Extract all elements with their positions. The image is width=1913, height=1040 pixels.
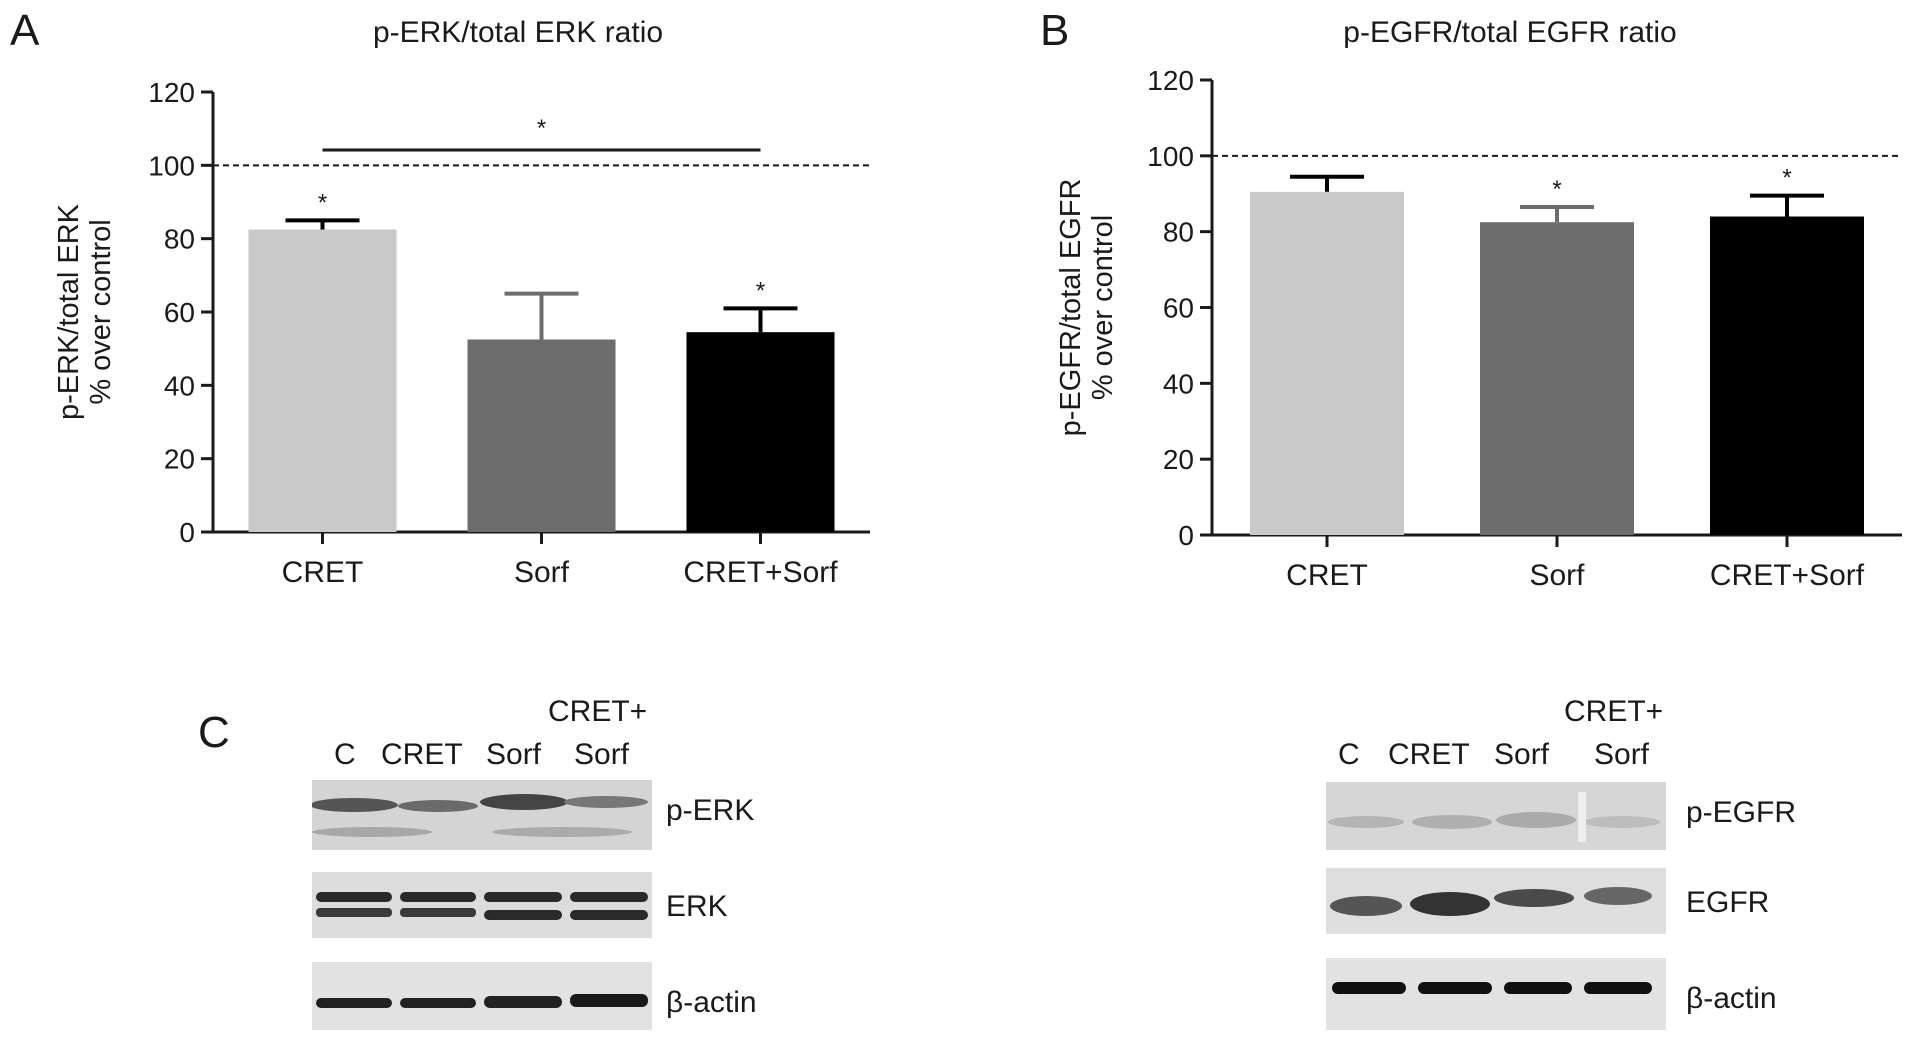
egfr-row-label-egfr: EGFR	[1686, 886, 1770, 919]
erk-blot-p-erk	[312, 780, 652, 850]
chart2-bar-2	[1480, 222, 1634, 535]
chart-p-egfr-ratio: p-EGFR/total EGFR ratio p-EGFR/total EGFR…	[1055, 16, 1902, 592]
egfr-lane-label-sorf-2: Sorf	[1594, 738, 1650, 771]
chart2-ytick-label: 20	[1163, 444, 1194, 475]
chart1-xtick-label: Sorf	[514, 556, 570, 589]
chart1-ytick-label: 20	[164, 444, 195, 475]
chart1-ylabel-line1: p-ERK/total ERK	[53, 203, 85, 420]
chart1-significance-3: *	[756, 277, 765, 304]
panel-label-c: C	[198, 708, 230, 757]
erk-row-label-p-erk: p-ERK	[666, 794, 755, 827]
chart2-ytick-label: 0	[1178, 520, 1194, 551]
chart2-significance-2: *	[1552, 176, 1561, 203]
erk-lane-label-cret: CRET	[381, 738, 463, 771]
egfr-row-label-p-egfr: p-EGFR	[1686, 796, 1797, 829]
chart1-ytick-label: 40	[164, 370, 195, 401]
panel-label-a: A	[10, 6, 40, 55]
chart-p-erk-ratio: p-ERK/total ERK ratio p-ERK/total ERK% ov…	[53, 16, 870, 589]
erk-lane-label-cret-plus: CRET+	[548, 695, 648, 728]
chart1-ytick-label: 60	[164, 297, 195, 328]
chart2-xtick-label: Sorf	[1529, 559, 1585, 592]
chart2-ylabel: p-EGFR/total EGFR% over control	[1055, 179, 1119, 437]
chart2-xtick-label: CRET+Sorf	[1710, 559, 1865, 592]
erk-lane-label-sorf: Sorf	[486, 738, 542, 771]
chart2-bar-1	[1250, 191, 1404, 535]
erk-lane-label-sorf-2: Sorf	[574, 738, 630, 771]
chart2-ytick-label: 120	[1147, 65, 1194, 96]
erk-row-label-erk: ERK	[666, 890, 728, 923]
chart2-xtick-label: CRET	[1286, 559, 1368, 592]
chart2-bar-3	[1710, 216, 1864, 535]
chart1-ytick-label: 0	[179, 517, 195, 548]
chart2-ylabel-line1: p-EGFR/total EGFR	[1055, 179, 1087, 437]
panel-label-b: B	[1040, 6, 1070, 55]
erk-row-label-beta-actin: β-actin	[666, 986, 757, 1019]
egfr-blot-egfr	[1326, 868, 1666, 934]
chart1-significance-1: *	[318, 189, 327, 216]
chart2-ylabel-line2: % over control	[1087, 215, 1119, 400]
chart2-ytick-label: 80	[1163, 217, 1194, 248]
egfr-blot-p-egfr	[1326, 782, 1666, 850]
chart1-title: p-ERK/total ERK ratio	[373, 16, 663, 49]
erk-blot-erk	[312, 872, 652, 938]
chart2-ytick-label: 60	[1163, 293, 1194, 324]
chart1-bar-2	[467, 339, 616, 532]
erk-lane-label-c: C	[334, 738, 356, 771]
chart1-xtick-label: CRET+Sorf	[683, 556, 838, 589]
chart1-ylabel-line2: % over control	[85, 219, 117, 404]
chart1-xtick-label: CRET	[282, 556, 364, 589]
egfr-blot-beta-actin	[1326, 958, 1666, 1030]
chart1-ylabel: p-ERK/total ERK% over control	[53, 203, 117, 420]
chart1-bar-3	[686, 332, 835, 532]
chart1-comparison-star: *	[537, 115, 546, 142]
chart2-significance-3: *	[1782, 165, 1791, 192]
chart2-ytick-label: 100	[1147, 141, 1194, 172]
egfr-lane-label-cret: CRET	[1388, 738, 1470, 771]
erk-blot-beta-actin	[312, 962, 652, 1030]
egfr-lane-label-cret-plus: CRET+	[1564, 695, 1664, 728]
chart2-title: p-EGFR/total EGFR ratio	[1343, 16, 1676, 49]
chart1-bar-1	[248, 229, 397, 532]
chart1-ytick-label: 80	[164, 224, 195, 255]
chart1-ytick-label: 100	[148, 150, 195, 181]
chart1-ytick-label: 120	[148, 77, 195, 108]
egfr-lane-label-sorf: Sorf	[1494, 738, 1550, 771]
egfr-lane-label-c: C	[1338, 738, 1360, 771]
chart2-ytick-label: 40	[1163, 368, 1194, 399]
egfr-row-label-beta-actin: β-actin	[1686, 982, 1777, 1015]
